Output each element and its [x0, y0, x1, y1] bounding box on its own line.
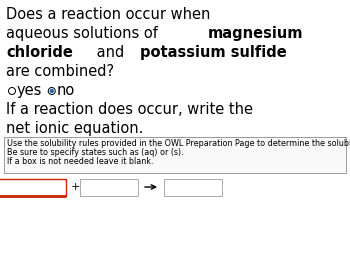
- Text: Be sure to specify states such as (aq) or (s).: Be sure to specify states such as (aq) o…: [7, 148, 184, 157]
- Circle shape: [50, 89, 54, 93]
- Text: potassium sulfide: potassium sulfide: [140, 45, 287, 60]
- Text: Use the solubility rules provided in the OWL Preparation Page to determine the s: Use the solubility rules provided in the…: [7, 139, 350, 148]
- Text: no: no: [57, 83, 75, 98]
- Text: magnesium: magnesium: [208, 26, 303, 41]
- Text: net ionic equation.: net ionic equation.: [6, 121, 143, 136]
- FancyBboxPatch shape: [164, 179, 222, 196]
- FancyBboxPatch shape: [4, 137, 346, 173]
- Text: and: and: [92, 45, 129, 60]
- Text: +: +: [71, 182, 81, 192]
- Text: yes: yes: [17, 83, 42, 98]
- Text: If a box is not needed leave it blank.: If a box is not needed leave it blank.: [7, 157, 154, 166]
- FancyBboxPatch shape: [0, 179, 66, 196]
- Text: If a reaction does occur, write the: If a reaction does occur, write the: [6, 102, 253, 117]
- Text: chloride: chloride: [6, 45, 73, 60]
- Text: Does a reaction occur when: Does a reaction occur when: [6, 7, 210, 22]
- Text: aqueous solutions of: aqueous solutions of: [6, 26, 162, 41]
- Text: are combined?: are combined?: [6, 64, 114, 79]
- FancyBboxPatch shape: [80, 179, 138, 196]
